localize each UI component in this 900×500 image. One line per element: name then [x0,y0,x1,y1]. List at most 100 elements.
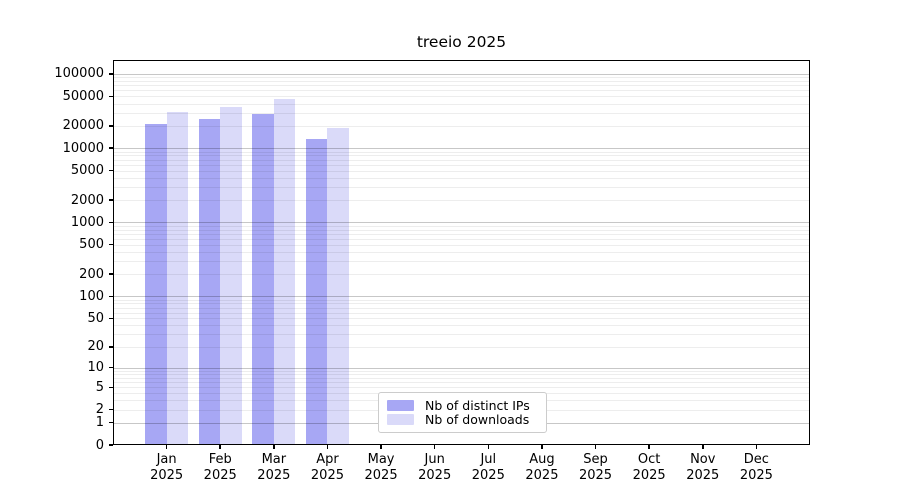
chart-title: treeio 2025 [416,33,507,51]
gridline-minor-9 [113,370,810,372]
gridline-minor-30 [113,334,810,336]
bar-distinct-ips-mar [252,114,274,445]
y-tick-mark-1 [109,421,113,424]
bar-distinct-ips-jan [145,124,167,445]
gridline-minor-3000 [113,186,810,188]
gridline-minor-60000 [113,90,810,92]
gridline-minor-50 [113,318,810,320]
x-tick-label-jun: Jun 2025 [418,452,452,483]
gridline-minor-600 [113,238,810,240]
gridline-minor-300 [113,261,810,263]
y-tick-mark-10 [109,366,113,369]
gridline-minor-5000 [113,170,810,172]
gridline-minor-5 [113,387,810,389]
gridline-minor-90000 [113,77,810,79]
x-tick-mark-oct [648,445,650,449]
gridline-minor-800 [113,229,810,231]
gridline-major-10000 [113,148,810,150]
gridline-minor-6 [113,382,810,384]
gridline-minor-70 [113,307,810,309]
x-tick-label-dec: Dec 2025 [739,452,773,483]
gridline-major-10 [113,367,810,369]
x-tick-label-mar: Mar 2025 [257,452,291,483]
bar-distinct-ips-feb [198,119,221,445]
bar-downloads-jan [166,111,189,445]
legend-label-distinct-ips: Nb of distinct IPs [425,397,530,413]
y-tick-mark-500 [109,243,113,246]
y-tick-label-10000: 10000 [62,140,104,156]
gridline-minor-8000 [113,155,810,157]
x-tick-label-apr: Apr 2025 [310,452,344,483]
y-tick-mark-20000 [109,125,113,127]
gridline-major-1000 [113,222,810,224]
gridline-minor-900 [113,225,810,227]
legend-swatch-distinct-ips-icon [387,399,414,411]
y-tick-mark-1000 [109,221,113,224]
gridline-major-100 [113,296,810,298]
x-tick-mark-apr [326,445,329,449]
y-tick-label-50: 50 [87,310,104,326]
gridline-minor-7 [113,377,810,379]
gridline-minor-500 [113,244,810,246]
gridline-minor-70000 [113,85,810,87]
x-tick-label-nov: Nov 2025 [686,452,720,483]
legend: Nb of distinct IPs Nb of downloads [378,392,547,433]
gridline-minor-30000 [113,112,810,114]
legend-item-downloads: Nb of downloads [387,413,538,428]
x-tick-mark-may [380,445,382,449]
x-tick-mark-jun [433,445,436,449]
gridline-minor-4000 [113,177,810,179]
gridline-minor-80 [113,303,810,305]
y-tick-mark-5 [109,386,113,388]
y-tick-label-50000: 50000 [62,88,104,104]
x-tick-label-aug: Aug 2025 [525,452,559,483]
y-tick-label-20: 20 [87,339,104,355]
y-tick-label-100: 100 [79,288,104,304]
legend-label-downloads: Nb of downloads [425,412,530,428]
y-tick-mark-5000 [109,169,113,172]
gridline-minor-2000 [113,200,810,202]
y-tick-label-200: 200 [79,266,104,282]
gridline-minor-20000 [113,125,810,127]
gridline-minor-7000 [113,159,810,161]
x-tick-label-jan: Jan 2025 [150,452,184,483]
x-tick-mark-nov [702,445,704,449]
bar-distinct-ips-apr [306,138,328,445]
gridline-major-100000 [113,73,810,75]
x-tick-mark-mar [273,445,275,449]
y-tick-mark-100 [109,295,113,298]
gridline-minor-200 [113,274,810,276]
x-tick-mark-dec [755,445,758,449]
gridline-minor-60 [113,312,810,314]
bar-downloads-apr [327,128,349,445]
y-tick-mark-50000 [109,95,113,98]
x-tick-mark-jul [487,445,490,449]
x-tick-label-sep: Sep 2025 [578,452,613,483]
gridline-minor-700 [113,233,810,235]
y-tick-label-5: 5 [95,379,104,395]
gridline-minor-80000 [113,81,810,83]
y-tick-label-5000: 5000 [70,163,104,179]
gridline-minor-9000 [113,151,810,153]
legend-item-distinct-ips: Nb of distinct IPs [387,398,538,413]
y-tick-mark-2 [109,408,113,411]
x-tick-label-feb: Feb 2025 [203,452,237,483]
y-tick-label-20000: 20000 [62,118,104,134]
gridline-minor-90 [113,299,810,301]
gridline-minor-20 [113,346,810,348]
y-tick-mark-0 [109,444,113,446]
x-tick-mark-sep [594,445,597,449]
x-tick-mark-feb [219,445,221,449]
gridline-minor-400 [113,251,810,253]
y-tick-label-2: 2 [95,402,104,418]
bar-downloads-mar [273,99,296,445]
x-tick-label-may: May 2025 [364,452,398,483]
gridline-minor-40000 [113,103,810,105]
y-tick-label-10: 10 [87,360,104,376]
y-tick-mark-10000 [109,147,113,149]
gridline-minor-6000 [113,164,810,166]
y-tick-mark-2000 [109,199,113,201]
y-tick-mark-20 [109,346,113,348]
y-tick-mark-200 [109,273,113,275]
